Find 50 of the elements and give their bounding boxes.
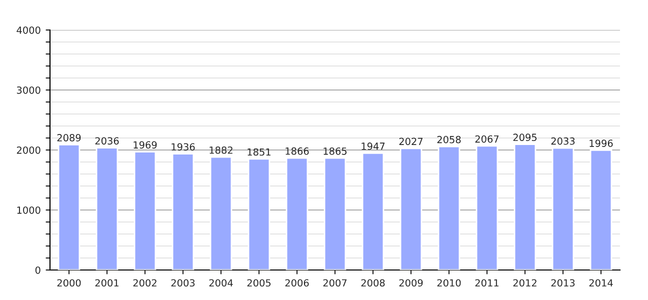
bar [590,150,612,270]
x-tick-label: 2009 [399,279,423,287]
bar [552,147,574,270]
bar [96,147,118,270]
data-label: 2089 [57,134,81,142]
x-tick-label: 2000 [57,279,81,287]
data-label: 1936 [172,143,195,151]
data-label: 2067 [475,135,499,143]
x-tick-label: 2010 [437,279,461,287]
x-tick-label: 2014 [589,279,613,287]
data-label: 2027 [399,138,423,146]
x-tick-label: 2012 [513,279,536,287]
bar [210,156,232,270]
x-tick-label: 2003 [171,279,195,287]
bar [438,146,460,270]
y-tick-label: 1000 [17,206,40,214]
data-label: 2058 [437,136,461,144]
bar [172,153,194,270]
x-tick-label: 2011 [475,279,498,287]
y-tick-label: 3000 [16,86,40,94]
x-tick-label: 2007 [323,279,347,287]
x-tick-label: 2006 [285,279,309,287]
x-tick-label: 2002 [133,279,156,287]
bar [286,157,308,270]
data-label: 2036 [95,137,119,145]
bar [248,158,270,270]
x-tick-label: 2004 [209,279,233,287]
data-label: 1969 [134,141,157,149]
bar [400,148,422,270]
bar [58,144,80,270]
data-label: 1947 [362,142,385,150]
bar [134,151,156,270]
x-tick-label: 2005 [247,279,271,287]
x-tick-label: 2008 [361,279,385,287]
data-label: 2033 [551,137,575,145]
y-tick-label: 4000 [16,26,40,34]
data-label: 1865 [324,147,347,155]
bar [362,152,384,270]
x-tick-label: 2013 [551,279,575,287]
y-tick-label: 2000 [16,146,40,154]
data-label: 2095 [513,134,537,142]
y-tick-label: 0 [35,266,40,274]
bar [514,144,536,270]
data-label: 1851 [248,148,270,156]
data-label: 1866 [286,147,309,155]
bar [476,145,498,270]
data-label: 1882 [210,146,232,154]
bar [324,157,346,270]
data-label: 1996 [590,140,613,147]
x-tick-label: 2001 [95,279,118,287]
